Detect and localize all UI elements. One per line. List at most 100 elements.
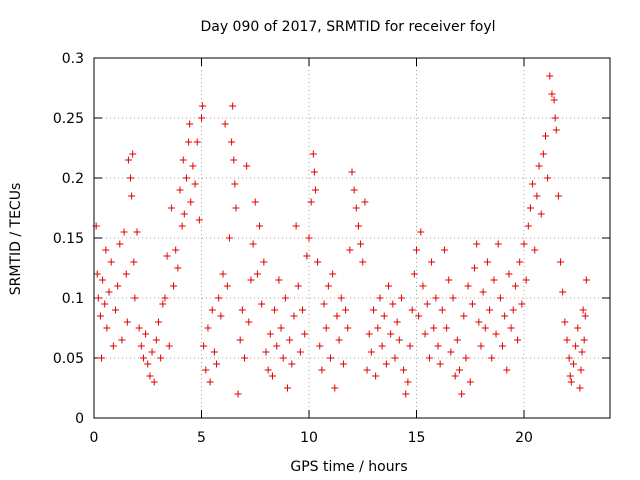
data-point [567, 378, 575, 386]
data-point [354, 222, 362, 230]
data-point [178, 222, 186, 230]
data-point [167, 204, 175, 212]
data-point [438, 306, 446, 314]
data-point [367, 348, 375, 356]
data-point [548, 90, 556, 98]
data-point [273, 342, 281, 350]
data-point [185, 138, 193, 146]
data-point [279, 354, 287, 362]
data-point [550, 96, 558, 104]
data-point [458, 390, 466, 398]
data-point [546, 72, 554, 80]
data-point [129, 150, 137, 158]
data-point [393, 318, 401, 326]
data-point [236, 336, 244, 344]
data-point [382, 360, 390, 368]
data-point [518, 300, 526, 308]
data-point [350, 186, 358, 194]
data-point [133, 228, 141, 236]
data-point [363, 366, 371, 374]
data-point [434, 342, 442, 350]
data-point [251, 198, 259, 206]
data-point [191, 180, 199, 188]
data-point [479, 288, 487, 296]
x-tick-labels: 0 5 10 15 20 [90, 430, 533, 446]
data-point [144, 360, 152, 368]
data-point [533, 192, 541, 200]
data-point [122, 270, 130, 278]
data-point [301, 330, 309, 338]
data-point [520, 240, 528, 248]
data-point [116, 240, 124, 248]
data-point [331, 384, 339, 392]
data-point [581, 312, 589, 320]
data-point [96, 312, 104, 320]
data-point [501, 312, 509, 320]
data-point [397, 294, 405, 302]
data-point [365, 330, 373, 338]
data-point [342, 306, 350, 314]
data-point [565, 354, 573, 362]
data-point [253, 270, 261, 278]
data-point [281, 294, 289, 302]
data-point [161, 294, 169, 302]
data-point [464, 282, 472, 290]
data-point [535, 162, 543, 170]
data-point [511, 282, 519, 290]
data-point [174, 264, 182, 272]
data-point [505, 270, 513, 278]
data-point [98, 354, 106, 362]
data-point [180, 210, 188, 218]
x-tick-label: 10 [300, 430, 318, 446]
data-point [292, 222, 300, 230]
data-point [215, 294, 223, 302]
grid [94, 58, 610, 418]
data-point [514, 336, 522, 344]
data-point [206, 378, 214, 386]
data-point [94, 294, 102, 302]
y-tick-label: 0.05 [53, 351, 84, 367]
data-point [423, 300, 431, 308]
data-point [400, 366, 408, 374]
y-tick-label: 0.15 [53, 231, 84, 247]
plot-frame [93, 57, 611, 419]
data-point [139, 354, 147, 362]
data-point [204, 324, 212, 332]
y-tick-label: 0.3 [62, 51, 84, 67]
data-point [155, 318, 162, 326]
data-point [576, 384, 584, 392]
data-point [284, 384, 291, 392]
data-point [425, 354, 433, 362]
data-point [374, 324, 382, 332]
data-point [483, 258, 491, 266]
data-point [539, 150, 547, 158]
data-point [186, 120, 194, 128]
data-point [352, 204, 360, 212]
data-point [359, 258, 367, 266]
data-point [230, 156, 238, 164]
data-point [559, 288, 567, 296]
x-tick-label: 5 [197, 430, 206, 446]
data-point [120, 228, 128, 236]
data-point [148, 348, 156, 356]
data-point [327, 354, 334, 362]
data-point [494, 240, 502, 248]
data-point [579, 306, 587, 314]
data-point [107, 258, 115, 266]
data-point [320, 300, 328, 308]
data-point [402, 390, 410, 398]
data-point [172, 246, 180, 254]
data-point [391, 354, 399, 362]
data-point [408, 306, 416, 314]
data-point [277, 324, 285, 332]
data-point [165, 342, 173, 350]
data-point [329, 270, 337, 278]
data-point [118, 336, 126, 344]
data-point [198, 114, 205, 122]
data-point [288, 360, 296, 368]
data-point [187, 198, 195, 206]
data-point [468, 300, 476, 308]
data-point [529, 180, 537, 188]
data-point [477, 342, 485, 350]
